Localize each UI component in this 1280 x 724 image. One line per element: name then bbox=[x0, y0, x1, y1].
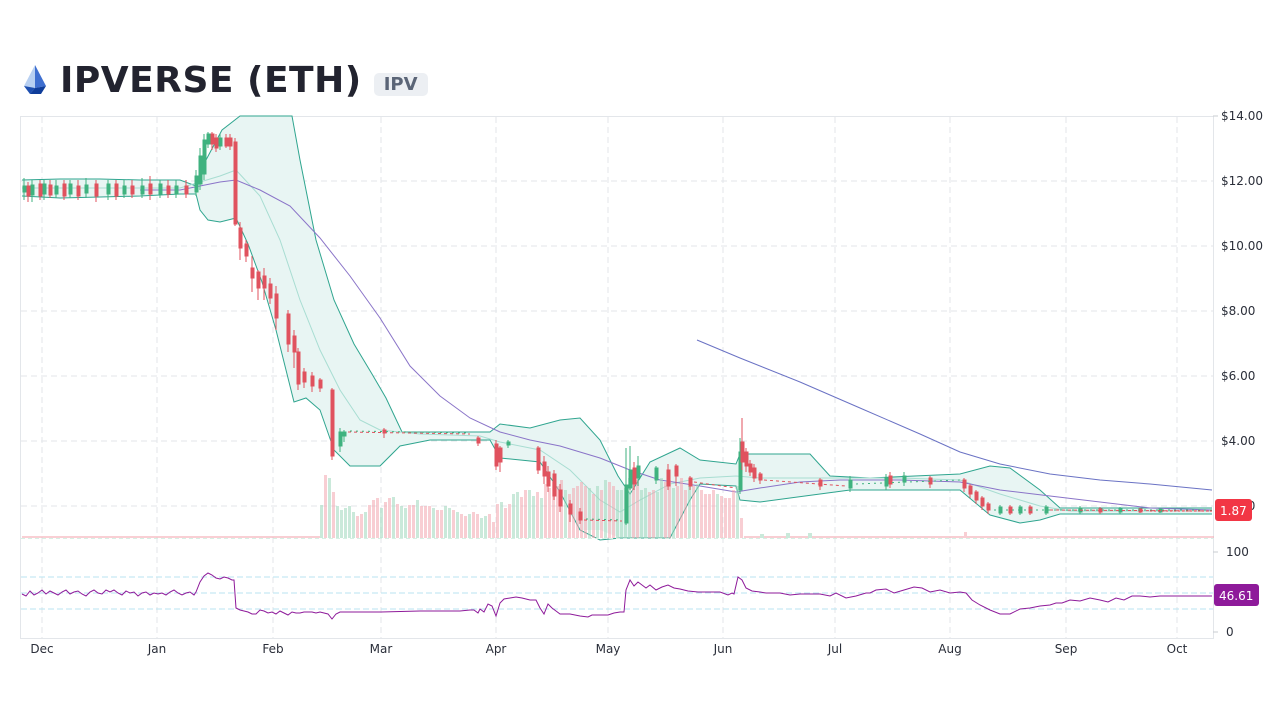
time-tick-feb: Feb bbox=[262, 642, 283, 656]
time-tick-aug: Aug bbox=[938, 642, 961, 656]
time-tick-jan: Jan bbox=[147, 642, 167, 656]
price-tick-14: $14.00 bbox=[1221, 109, 1263, 123]
rsi-guide-lines bbox=[21, 576, 1213, 610]
price-tick-4: $4.00 bbox=[1221, 434, 1255, 448]
moving-average-long-line bbox=[696, 339, 1213, 491]
page-header: IPVERSE (ETH) IPV bbox=[22, 56, 428, 104]
rsi-line bbox=[21, 572, 1212, 620]
page-title: IPVERSE (ETH) bbox=[60, 59, 362, 101]
moving-average-short-line bbox=[140, 179, 1213, 511]
price-tick-12: $12.00 bbox=[1221, 174, 1263, 188]
time-axis: Dec Jan Feb Mar Apr May Jun Jul Aug Sep … bbox=[30, 642, 1187, 656]
candlesticks bbox=[22, 132, 1213, 525]
time-tick-dec: Dec bbox=[30, 642, 53, 656]
time-tick-may: May bbox=[596, 642, 621, 656]
time-tick-jul: Jul bbox=[827, 642, 842, 656]
rsi-current-value: 46.61 bbox=[1219, 589, 1253, 603]
rsi-axis: 100 0 bbox=[1213, 545, 1249, 639]
price-tick-10: $10.00 bbox=[1221, 239, 1263, 253]
bollinger-middle-line bbox=[22, 169, 1212, 513]
price-axis: $14.00 $12.00 $10.00 $8.00 $6.00 $4.00 $… bbox=[1213, 109, 1263, 513]
time-tick-jun: Jun bbox=[713, 642, 733, 656]
rsi-tick-0: 0 bbox=[1226, 625, 1234, 639]
time-tick-apr: Apr bbox=[486, 642, 507, 656]
rsi-tick-100: 100 bbox=[1226, 545, 1249, 559]
price-tick-6: $6.00 bbox=[1221, 369, 1255, 383]
horizontal-grid bbox=[21, 180, 1213, 507]
current-price-value: 1.87 bbox=[1220, 504, 1247, 518]
bollinger-lower-line bbox=[21, 193, 1212, 541]
current-price-badge: 1.87 bbox=[1215, 499, 1252, 521]
ticker-badge: IPV bbox=[373, 72, 428, 96]
ipverse-logo-icon bbox=[24, 65, 46, 94]
volume-bars bbox=[22, 475, 1214, 538]
rsi-value-badge: 46.61 bbox=[1214, 584, 1259, 606]
time-tick-mar: Mar bbox=[370, 642, 393, 656]
price-tick-8: $8.00 bbox=[1221, 304, 1255, 318]
vertical-grid bbox=[41, 117, 1178, 638]
time-tick-oct: Oct bbox=[1167, 642, 1188, 656]
time-tick-sep: Sep bbox=[1055, 642, 1078, 656]
